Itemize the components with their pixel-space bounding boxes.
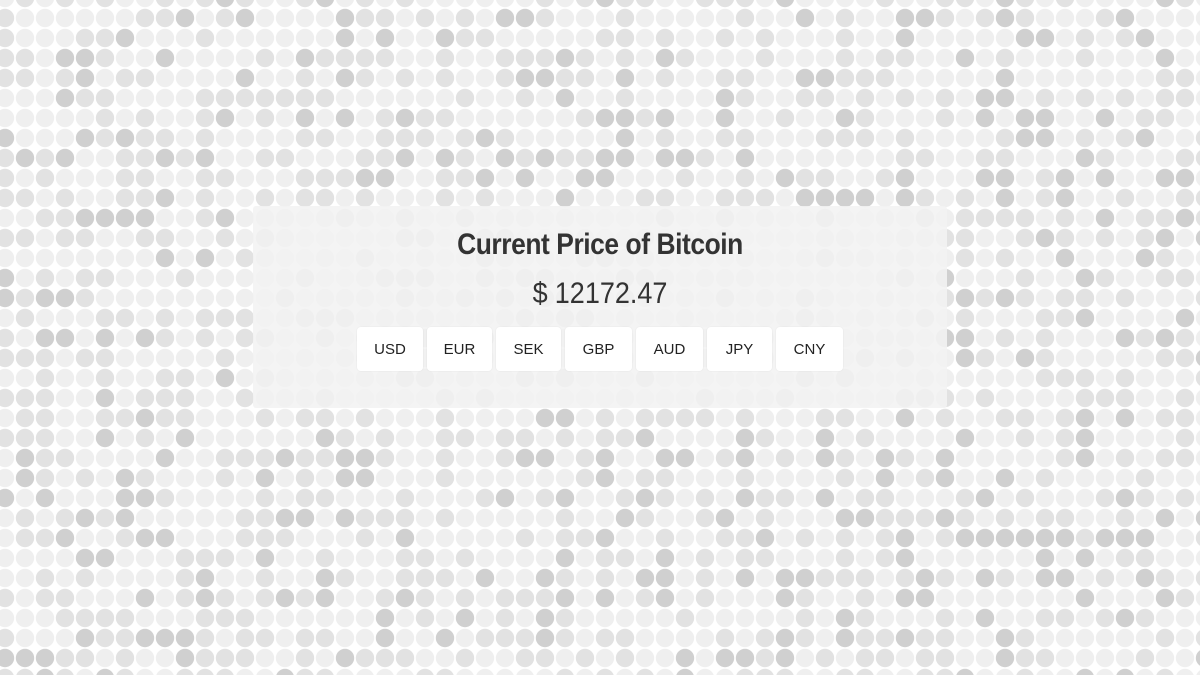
currency-button-aud[interactable]: AUD	[636, 327, 703, 371]
currency-symbol: $	[532, 277, 548, 310]
price-value: 12172.47	[554, 277, 668, 310]
currency-button-sek[interactable]: SEK	[496, 327, 561, 371]
price-display: $12172.47	[288, 275, 913, 313]
currency-selector: USD EUR SEK GBP AUD JPY CNY	[253, 327, 947, 371]
currency-button-eur[interactable]: EUR	[427, 327, 492, 371]
currency-button-jpy[interactable]: JPY	[707, 327, 772, 371]
currency-button-cny[interactable]: CNY	[776, 327, 843, 371]
page-title: Current Price of Bitcoin	[457, 228, 743, 261]
currency-button-usd[interactable]: USD	[357, 327, 423, 371]
currency-button-gbp[interactable]: GBP	[565, 327, 632, 371]
price-card: Current Price of Bitcoin $12172.47 USD E…	[253, 206, 947, 408]
